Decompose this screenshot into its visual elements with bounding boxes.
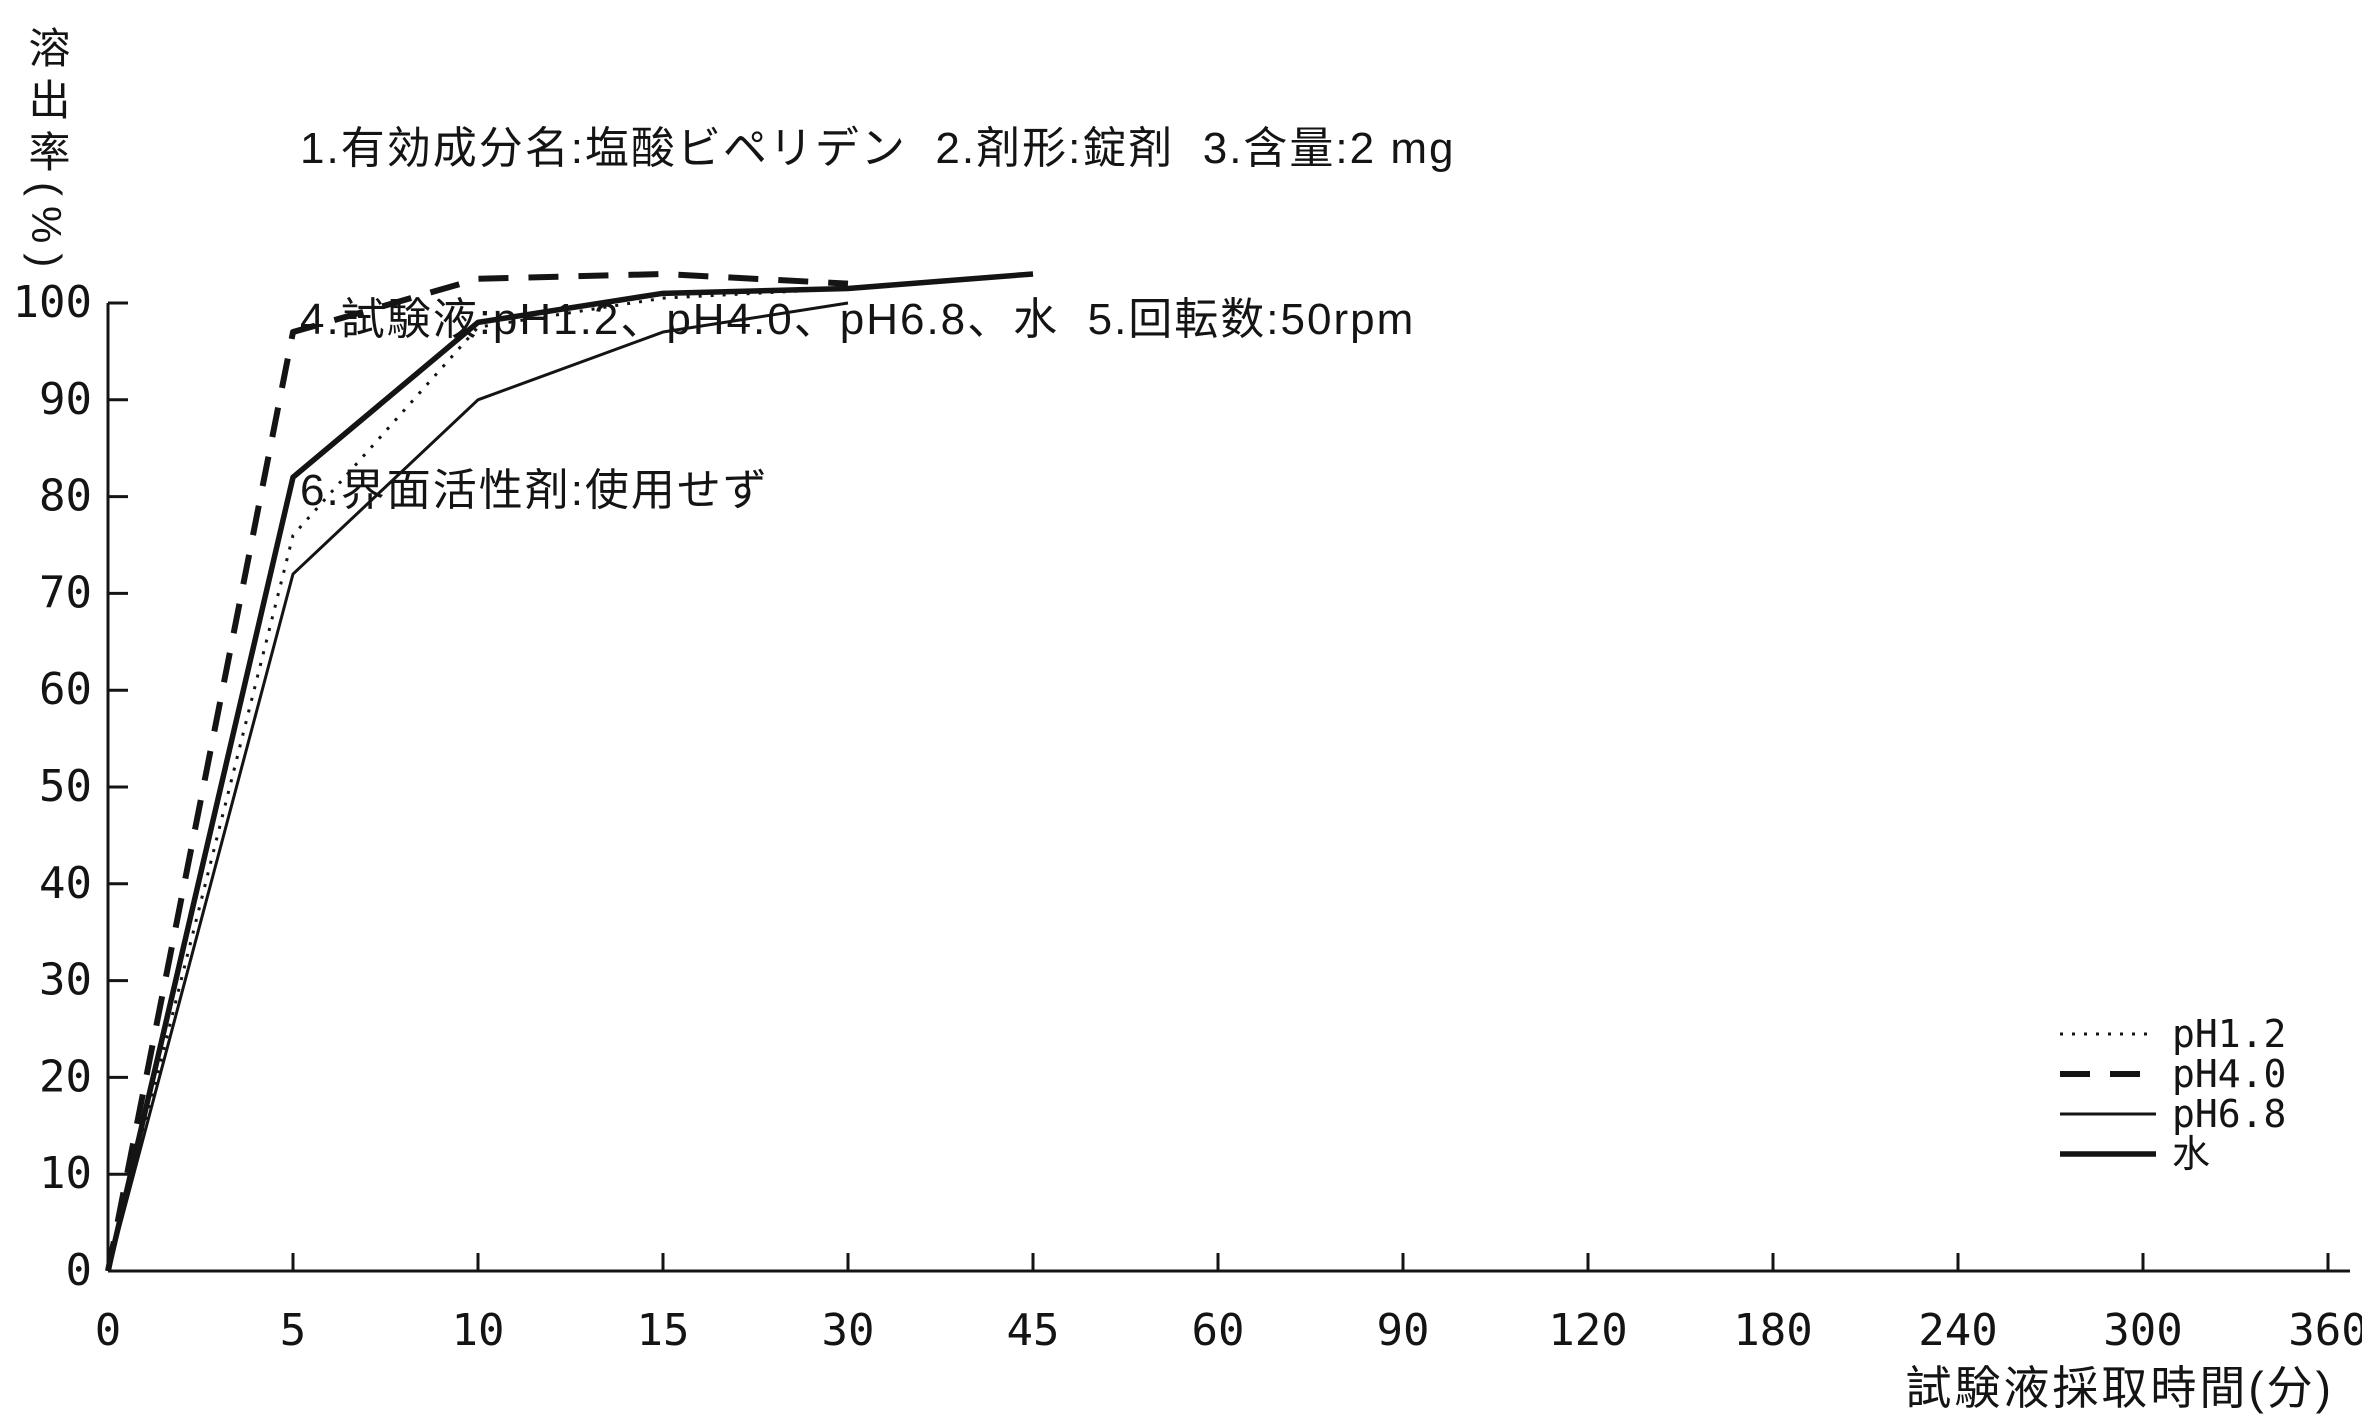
y-tick-label: 20	[39, 1051, 92, 1102]
x-tick-label: 240	[1918, 1305, 1997, 1356]
x-tick-label: 60	[1192, 1305, 1245, 1356]
x-tick-label: 10	[452, 1305, 505, 1356]
legend-line-sample-dashed	[2060, 1071, 2156, 1077]
note-line-1: 1.有効成分名:塩酸ビペリデン 2.剤形:錠剤 3.含量:2 mg	[300, 124, 1456, 173]
series-line-水	[105, 271, 1034, 1272]
x-tick-label: 300	[2103, 1305, 2182, 1356]
chart-legend: pH1.2 pH4.0 pH6.8 水	[2060, 1014, 2286, 1174]
series-line-pH1.2	[106, 286, 849, 1272]
y-tick-label: 40	[39, 858, 92, 909]
legend-label: pH6.8	[2172, 1092, 2287, 1136]
legend-line-sample-thin-solid	[2060, 1112, 2156, 1116]
x-tick-label: 15	[637, 1305, 690, 1356]
y-tick-label: 50	[39, 761, 92, 812]
legend-label: 水	[2172, 1132, 2211, 1176]
legend-row-pH4.0: pH4.0	[2060, 1054, 2286, 1094]
x-tick-label: 5	[280, 1305, 307, 1356]
legend-row-pH1.2: pH1.2	[2060, 1014, 2286, 1054]
y-tick-label: 30	[39, 955, 92, 1006]
y-tick-label: 0	[66, 1245, 93, 1296]
legend-row-水: 水	[2060, 1134, 2286, 1174]
y-axis-label: 溶出率(%)	[23, 26, 70, 278]
x-tick-label: 30	[822, 1305, 875, 1356]
note-line-2: 4.試験液:pH1.2、pH4.0、pH6.8、水 5.回転数:50rpm	[300, 295, 1416, 344]
x-tick-label: 180	[1733, 1305, 1812, 1356]
y-tick-label: 80	[39, 471, 92, 522]
test-conditions-notes: 1.有効成分名:塩酸ビペリデン 2.剤形:錠剤 3.含量:2 mg 4.試験液:…	[300, 6, 1455, 633]
series-line-pH4.0	[105, 270, 849, 1272]
y-tick-label: 90	[39, 374, 92, 425]
x-tick-label: 90	[1377, 1305, 1430, 1356]
legend-label: pH1.2	[2172, 1012, 2287, 1056]
note-line-3: 6.界面活性剤:使用せず	[300, 466, 769, 515]
y-tick-label: 70	[39, 567, 92, 618]
legend-row-pH6.8: pH6.8	[2060, 1094, 2286, 1134]
y-tick-label: 100	[13, 277, 92, 328]
legend-line-sample-thick-solid	[2060, 1151, 2156, 1157]
x-tick-label: 360	[2288, 1305, 2362, 1356]
x-axis-title: 試験液採取時間(分)	[1905, 1362, 2334, 1414]
y-tick-label: 10	[39, 1148, 92, 1199]
y-tick-label: 60	[39, 664, 92, 715]
legend-line-sample-dotted	[2060, 1032, 2156, 1036]
legend-label: pH4.0	[2172, 1052, 2287, 1096]
x-tick-label: 120	[1548, 1305, 1627, 1356]
series-line-pH6.8	[106, 301, 849, 1272]
x-tick-label: 45	[1007, 1305, 1060, 1356]
x-tick-label: 0	[95, 1305, 122, 1356]
